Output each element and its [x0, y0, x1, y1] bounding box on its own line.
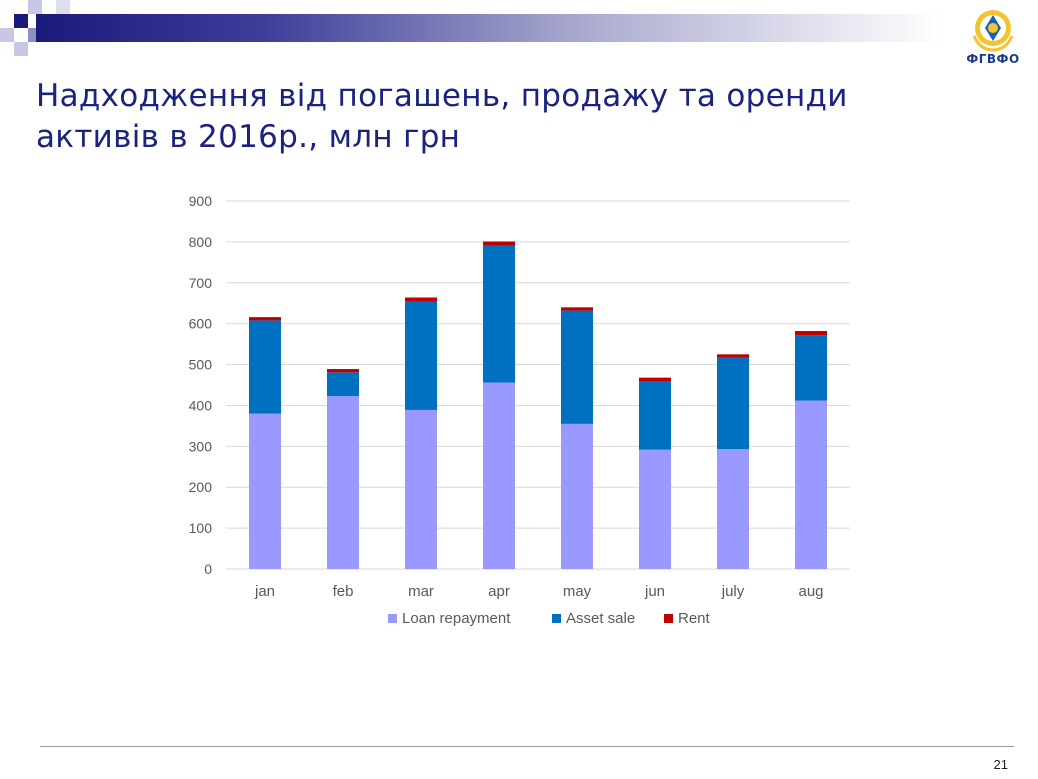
y-tick-label: 500	[189, 357, 213, 373]
x-tick-label: jun	[644, 583, 665, 600]
y-tick-label: 600	[189, 316, 213, 332]
bar-segment-loan-repayment	[639, 449, 671, 569]
bar-segment-asset-sale	[483, 245, 515, 383]
corner-square	[28, 0, 42, 14]
corner-square	[14, 14, 28, 28]
y-tick-label: 300	[189, 438, 213, 454]
header-gradient-bar	[36, 14, 941, 42]
slide-title-line: Надходження від погашень, продажу та оре…	[36, 78, 848, 114]
y-tick-label: 100	[189, 520, 213, 536]
legend-label: Asset sale	[566, 610, 635, 627]
stacked-bar-chart: 0 100 200 300 400 500 600 700 800 900 jan feb mar apr…	[189, 193, 850, 627]
footer-divider	[40, 746, 1014, 747]
legend-swatch	[664, 614, 673, 623]
bar-segment-loan-repayment	[327, 396, 359, 569]
bar-segment-asset-sale	[405, 301, 437, 410]
bar-segment-rent	[717, 354, 749, 358]
x-tick-label: jan	[254, 583, 275, 600]
legend-label: Rent	[678, 610, 711, 627]
corner-square	[56, 0, 70, 14]
legend-label: Loan repayment	[402, 610, 511, 627]
bar-segment-asset-sale	[717, 357, 749, 450]
legend-swatch	[552, 614, 561, 623]
y-tick-label: 400	[189, 397, 213, 413]
bar-segment-asset-sale	[327, 372, 359, 397]
corner-square	[0, 28, 14, 42]
bar-segment-rent	[405, 297, 437, 302]
slide-title: Надходження від погашень, продажу та оре…	[36, 76, 936, 158]
bar-segment-asset-sale	[249, 320, 281, 414]
x-tick-label: feb	[333, 583, 354, 600]
bar-segment-loan-repayment	[795, 400, 827, 569]
bar-segment-rent	[249, 317, 281, 321]
bar-segment-asset-sale	[561, 310, 593, 424]
bar-segment-asset-sale	[795, 335, 827, 401]
fund-logo	[972, 10, 1014, 52]
y-tick-label: 700	[189, 275, 213, 291]
bar-segment-rent	[327, 369, 359, 373]
bar-segment-asset-sale	[639, 381, 671, 450]
bar-segment-loan-repayment	[561, 423, 593, 569]
corner-square	[14, 42, 28, 56]
bar-segment-loan-repayment	[405, 409, 437, 569]
y-tick-label: 0	[204, 561, 212, 577]
bar-segment-loan-repayment	[717, 449, 749, 569]
logo-text: ФГВФО	[966, 52, 1020, 66]
bar-segment-rent	[483, 241, 515, 246]
bar-segment-rent	[795, 331, 827, 336]
slide-title-line: активів в 2016р., млн грн	[36, 119, 461, 155]
x-tick-label: may	[563, 583, 592, 600]
bar-segment-loan-repayment	[483, 382, 515, 569]
x-tick-label: apr	[488, 583, 510, 600]
y-tick-label: 800	[189, 234, 213, 250]
legend-swatch	[388, 614, 397, 623]
x-tick-label: mar	[408, 583, 434, 600]
y-tick-label: 200	[189, 479, 213, 495]
y-tick-label: 900	[189, 193, 213, 209]
page-number: 21	[993, 757, 1008, 772]
x-tick-label: july	[721, 583, 745, 600]
bar-segment-rent	[561, 307, 593, 311]
bar-segment-rent	[639, 377, 671, 382]
bar-segment-loan-repayment	[249, 413, 281, 569]
x-tick-label: aug	[798, 583, 823, 600]
